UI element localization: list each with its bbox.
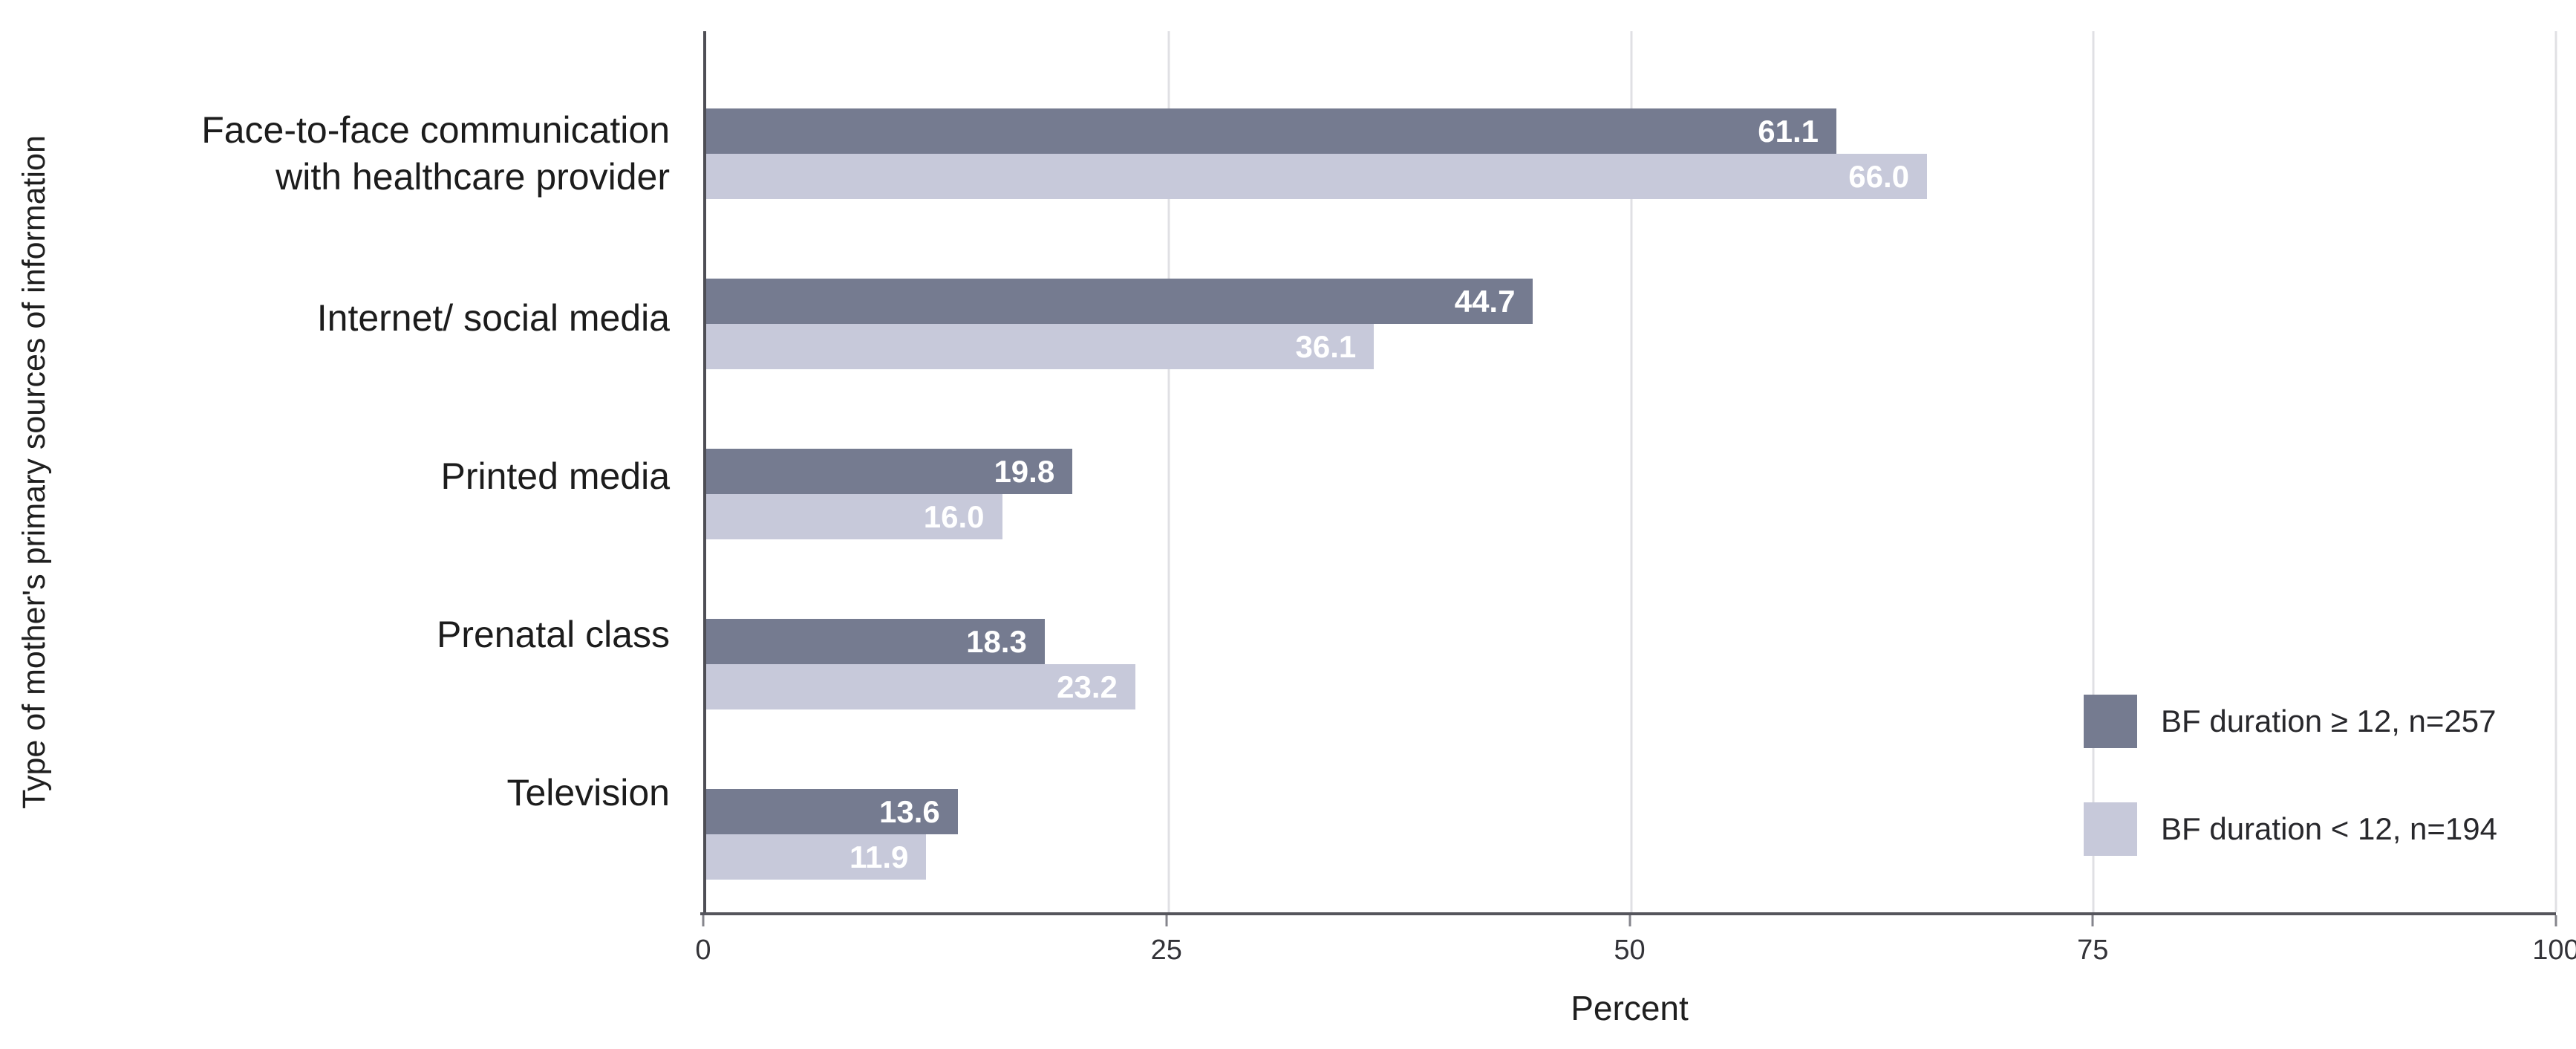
x-axis-line — [700, 912, 2556, 915]
value-label: 11.9 — [849, 839, 909, 874]
legend-swatch-series-2 — [2084, 802, 2137, 856]
bar-group: 44.7 36.1 — [706, 279, 2556, 369]
x-tick-mark-25 — [1165, 915, 1168, 926]
category-label: Printed media — [440, 455, 671, 497]
bar-rows: 61.1 66.0 44.7 36.1 19.8 16.0 18.3 23.2 13.6 11.9 — [706, 31, 2556, 912]
x-tick-label-75: 75 — [2077, 935, 2109, 966]
bar-series-2: 16.0 — [706, 494, 1002, 539]
x-axis-title: Percent — [1571, 989, 1689, 1027]
x-tick-label-100: 100 — [2532, 935, 2576, 966]
value-label: 44.7 — [1454, 283, 1516, 319]
category-label: Prenatal class — [436, 614, 670, 656]
bar-group: 13.6 11.9 — [706, 789, 2556, 880]
bar-series-2: 36.1 — [706, 324, 1375, 369]
gridline-50 — [1630, 31, 1632, 912]
category-label: Internet/ social media — [316, 296, 670, 339]
category-label: Face-to-face communication with healthca… — [201, 109, 670, 198]
value-label: 13.6 — [879, 793, 940, 829]
bar-series-1: 61.1 — [706, 108, 1836, 154]
category-label: Television — [506, 772, 670, 814]
x-tick-label-0: 0 — [695, 935, 711, 966]
bar-series-2: 66.0 — [706, 154, 1928, 199]
legend-item: BF duration ≥ 12, n=257 — [2084, 695, 2497, 748]
bar-series-1: 18.3 — [706, 619, 1045, 664]
gridline-75 — [2092, 31, 2095, 912]
bar-series-1: 44.7 — [706, 279, 1533, 324]
category-labels-column: Face-to-face communication with healthca… — [0, 31, 703, 912]
value-label: 18.3 — [966, 623, 1027, 659]
legend: BF duration ≥ 12, n=257 BF duration < 12… — [2084, 695, 2497, 910]
legend-swatch-series-1 — [2084, 695, 2137, 748]
bar-series-2: 11.9 — [706, 834, 927, 880]
bar-series-2: 23.2 — [706, 664, 1135, 709]
value-label: 19.8 — [994, 453, 1055, 489]
bar-series-1: 13.6 — [706, 789, 958, 834]
value-label: 61.1 — [1758, 113, 1819, 149]
legend-item: BF duration < 12, n=194 — [2084, 802, 2497, 856]
value-label: 66.0 — [1848, 158, 1910, 194]
x-axis: 0 25 50 75 100 — [695, 912, 2576, 1001]
gridline-100 — [2554, 31, 2557, 912]
bar-series-1: 19.8 — [706, 449, 1073, 494]
bar-group: 19.8 16.0 — [706, 449, 2556, 539]
x-tick-label-50: 50 — [1614, 935, 1646, 966]
x-tick-label-25: 25 — [1150, 935, 1182, 966]
x-tick-mark-75 — [2091, 915, 2094, 926]
value-label: 16.0 — [923, 498, 985, 534]
value-label: 23.2 — [1057, 669, 1118, 704]
x-tick-mark-100 — [2554, 915, 2557, 926]
legend-label-series-1: BF duration ≥ 12, n=257 — [2161, 704, 2497, 738]
x-tick-mark-0 — [702, 915, 705, 926]
x-tick-mark-50 — [1628, 915, 1631, 926]
bar-group: 61.1 66.0 — [706, 108, 2556, 199]
plot-area: 61.1 66.0 44.7 36.1 19.8 16.0 18.3 23.2 13.6 11.9 — [703, 31, 2557, 912]
bar-group: 18.3 23.2 — [706, 619, 2556, 709]
legend-label-series-2: BF duration < 12, n=194 — [2161, 811, 2497, 846]
gridline-25 — [1167, 31, 1170, 912]
value-label: 36.1 — [1295, 328, 1357, 364]
